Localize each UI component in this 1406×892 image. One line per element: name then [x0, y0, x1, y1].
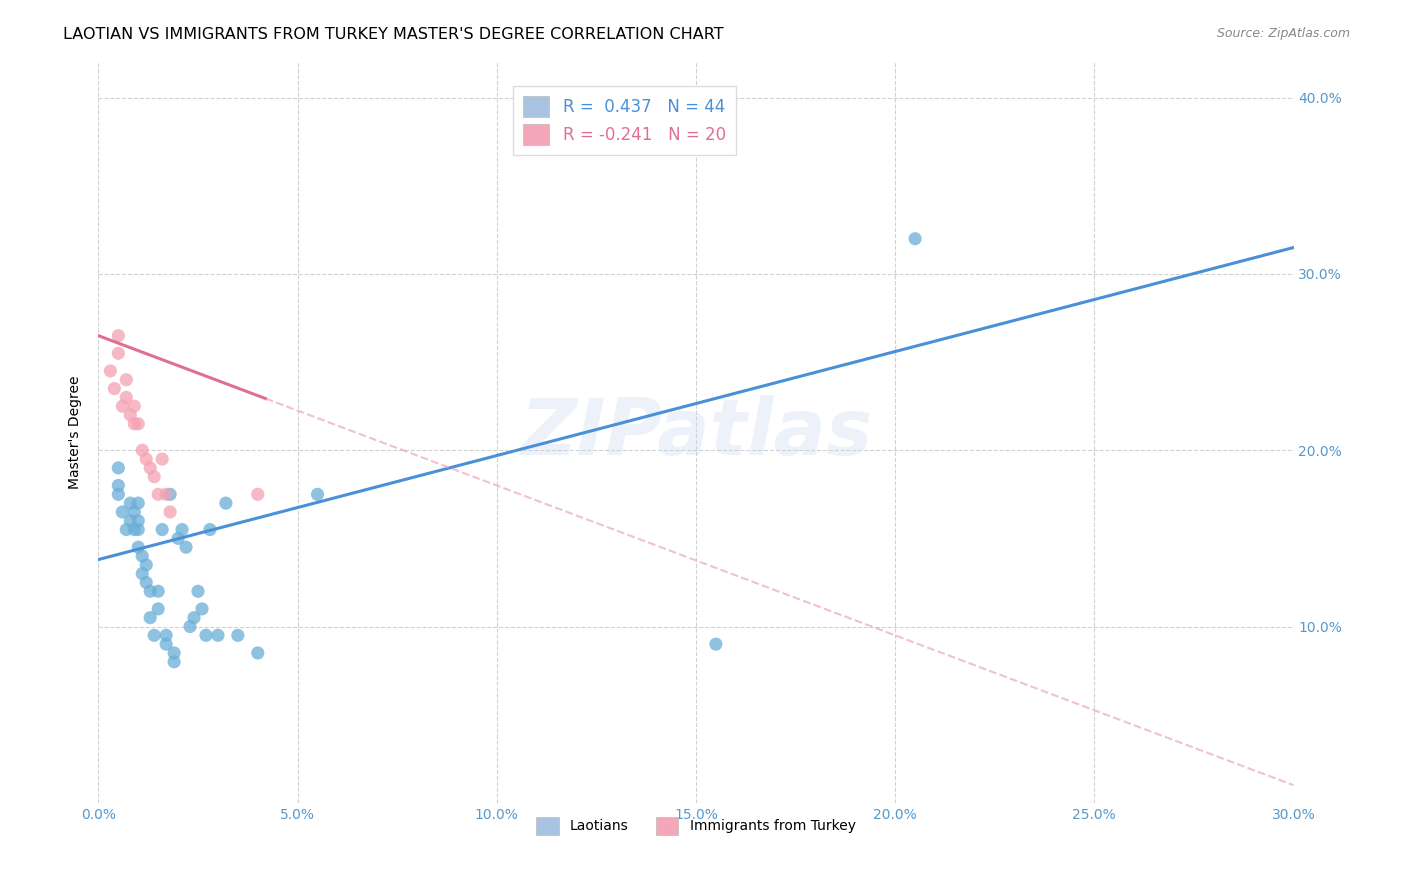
Point — [107, 461, 129, 475]
Point — [135, 575, 157, 590]
Point — [207, 628, 229, 642]
Text: LAOTIAN VS IMMIGRANTS FROM TURKEY MASTER'S DEGREE CORRELATION CHART: LAOTIAN VS IMMIGRANTS FROM TURKEY MASTER… — [63, 27, 724, 42]
Point — [226, 628, 249, 642]
Legend: Laotians, Immigrants from Turkey: Laotians, Immigrants from Turkey — [531, 812, 860, 840]
Point — [187, 584, 209, 599]
Point — [150, 523, 173, 537]
Point — [111, 399, 134, 413]
Point — [904, 232, 927, 246]
Point — [191, 602, 214, 616]
Y-axis label: Master's Degree: Master's Degree — [69, 376, 83, 490]
Point — [115, 390, 138, 404]
Point — [124, 523, 146, 537]
Point — [131, 549, 153, 563]
Point — [174, 540, 197, 554]
Point — [155, 487, 177, 501]
Point — [124, 417, 146, 431]
Point — [124, 505, 146, 519]
Point — [120, 408, 142, 422]
Point — [143, 469, 166, 483]
Point — [159, 487, 181, 501]
Point — [246, 487, 269, 501]
Point — [195, 628, 218, 642]
Point — [198, 523, 221, 537]
Point — [159, 505, 181, 519]
Point — [127, 540, 149, 554]
Point — [148, 584, 170, 599]
Text: ZIPatlas: ZIPatlas — [520, 394, 872, 471]
Point — [139, 610, 162, 624]
Point — [246, 646, 269, 660]
Point — [135, 558, 157, 572]
Point — [107, 487, 129, 501]
Point — [127, 417, 149, 431]
Point — [107, 328, 129, 343]
Text: Source: ZipAtlas.com: Source: ZipAtlas.com — [1216, 27, 1350, 40]
Point — [155, 628, 177, 642]
Point — [131, 566, 153, 581]
Point — [98, 364, 122, 378]
Point — [107, 478, 129, 492]
Point — [107, 346, 129, 360]
Point — [307, 487, 329, 501]
Point — [163, 646, 186, 660]
Point — [215, 496, 238, 510]
Point — [167, 532, 190, 546]
Point — [127, 496, 149, 510]
Point — [143, 628, 166, 642]
Point — [120, 496, 142, 510]
Point — [111, 505, 134, 519]
Point — [115, 523, 138, 537]
Point — [103, 382, 125, 396]
Point — [148, 602, 170, 616]
Point — [150, 452, 173, 467]
Point — [704, 637, 727, 651]
Point — [148, 487, 170, 501]
Point — [139, 584, 162, 599]
Point — [135, 452, 157, 467]
Point — [124, 399, 146, 413]
Point — [120, 514, 142, 528]
Point — [179, 619, 201, 633]
Point — [155, 637, 177, 651]
Point — [139, 461, 162, 475]
Point — [131, 443, 153, 458]
Point — [163, 655, 186, 669]
Point — [115, 373, 138, 387]
Point — [172, 523, 194, 537]
Point — [183, 610, 205, 624]
Point — [127, 514, 149, 528]
Point — [127, 523, 149, 537]
